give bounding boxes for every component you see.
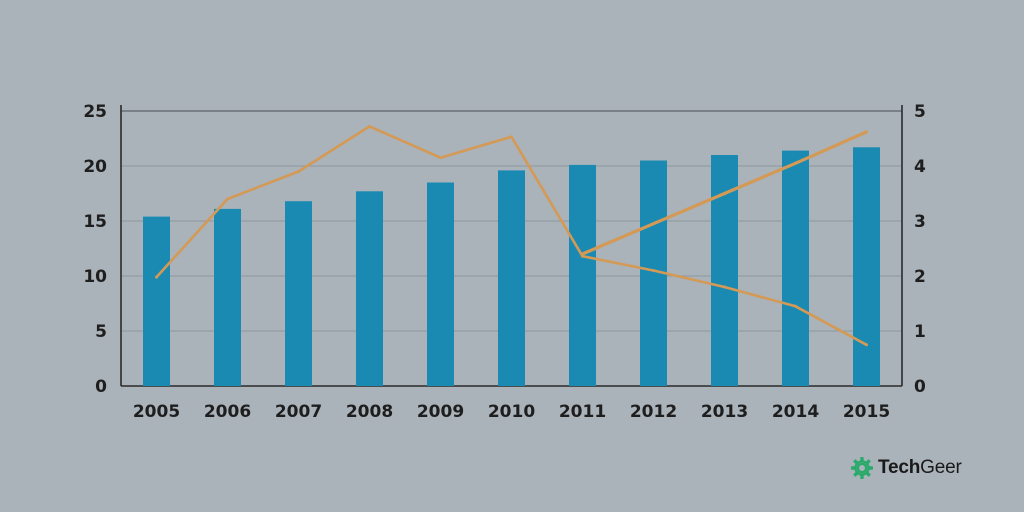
line-point bbox=[723, 192, 726, 195]
y-left-tick-label: 15 bbox=[83, 212, 107, 232]
x-tick-label: 2011 bbox=[559, 402, 606, 422]
y-right-tick-label: 3 bbox=[914, 212, 926, 232]
line-point bbox=[865, 130, 868, 134]
line-point bbox=[652, 269, 655, 272]
brand-name-rest: Geer bbox=[920, 457, 962, 478]
bar bbox=[782, 150, 809, 386]
line-point bbox=[723, 285, 726, 289]
x-tick-label: 2007 bbox=[275, 402, 322, 422]
line-point bbox=[865, 343, 868, 347]
bar bbox=[214, 208, 241, 386]
line-point bbox=[652, 222, 655, 226]
line-point bbox=[510, 135, 513, 139]
bar bbox=[285, 201, 312, 386]
y-right-tick-label: 0 bbox=[914, 377, 926, 397]
line-point bbox=[794, 161, 797, 165]
x-tick-label: 2009 bbox=[417, 402, 464, 422]
line-point bbox=[226, 197, 229, 201]
line-point bbox=[368, 124, 371, 128]
y-right-tick-label: 1 bbox=[914, 322, 926, 342]
y-right-tick-label: 5 bbox=[914, 102, 926, 122]
x-tick-label: 2013 bbox=[701, 402, 748, 422]
line-point bbox=[297, 170, 300, 173]
x-tick-label: 2010 bbox=[488, 402, 535, 422]
line-point bbox=[581, 252, 584, 256]
x-tick-label: 2008 bbox=[346, 402, 393, 422]
x-tick-label: 2006 bbox=[204, 402, 251, 422]
bar bbox=[356, 191, 383, 386]
y-left-tick-label: 5 bbox=[95, 322, 107, 342]
y-right-tick-label: 2 bbox=[914, 267, 926, 287]
brand-name: TechGeer bbox=[878, 457, 962, 479]
y-left-tick-label: 20 bbox=[83, 157, 107, 177]
line-point bbox=[581, 254, 584, 258]
line-point bbox=[794, 304, 797, 308]
x-tick-label: 2014 bbox=[772, 402, 819, 422]
y-left-tick-label: 0 bbox=[95, 377, 107, 397]
brand-logo: TechGeer bbox=[850, 454, 962, 482]
x-tick-label: 2005 bbox=[133, 402, 180, 422]
y-right-tick-label: 4 bbox=[914, 157, 926, 177]
bar bbox=[498, 170, 525, 386]
x-tick-label: 2015 bbox=[843, 402, 890, 422]
brand-name-bold: Tech bbox=[878, 457, 921, 478]
line-point bbox=[155, 275, 158, 279]
bar bbox=[427, 182, 454, 386]
y-left-tick-label: 10 bbox=[83, 267, 107, 287]
bar bbox=[853, 147, 880, 386]
bar bbox=[569, 164, 596, 386]
x-tick-label: 2012 bbox=[630, 402, 677, 422]
y-left-tick-label: 25 bbox=[83, 102, 107, 122]
gear-icon bbox=[851, 457, 873, 479]
bar bbox=[143, 216, 170, 386]
line-point bbox=[439, 156, 442, 160]
